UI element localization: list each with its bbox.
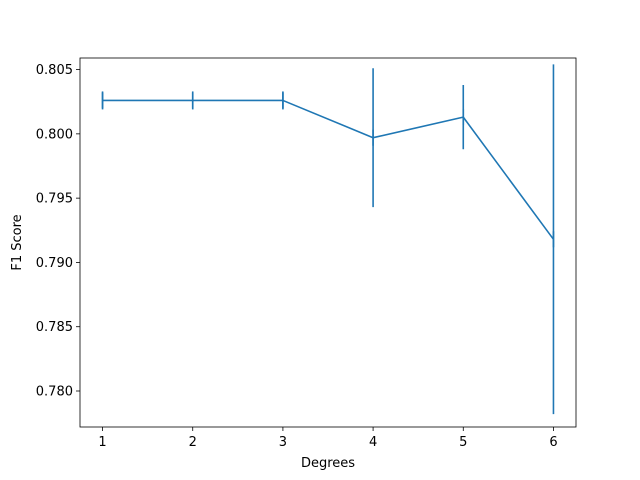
x-tick-label: 4 bbox=[369, 435, 377, 450]
y-tick-label: 0.795 bbox=[36, 192, 73, 207]
x-axis-title: Degrees bbox=[301, 456, 355, 471]
x-tick-label: 5 bbox=[459, 435, 467, 450]
x-axis-ticks: 1 2 3 4 5 6 bbox=[98, 427, 558, 450]
y-tick-label: 0.780 bbox=[36, 385, 73, 400]
x-tick-label: 6 bbox=[549, 435, 557, 450]
y-axis-title: F1 Score bbox=[10, 214, 25, 270]
y-tick-label: 0.800 bbox=[36, 127, 73, 142]
y-tick-label: 0.785 bbox=[36, 320, 73, 335]
plot-frame bbox=[79, 57, 577, 428]
x-tick-label: 1 bbox=[98, 435, 106, 450]
x-tick-label: 2 bbox=[189, 435, 197, 450]
series-layer bbox=[101, 64, 555, 415]
y-tick-label: 0.805 bbox=[36, 63, 73, 78]
y-tick-label: 0.790 bbox=[36, 256, 73, 271]
x-tick-label: 3 bbox=[279, 435, 287, 450]
y-axis-ticks: 0.780 0.785 0.790 0.795 0.800 0.805 bbox=[36, 63, 80, 400]
series-line bbox=[102, 99, 555, 240]
